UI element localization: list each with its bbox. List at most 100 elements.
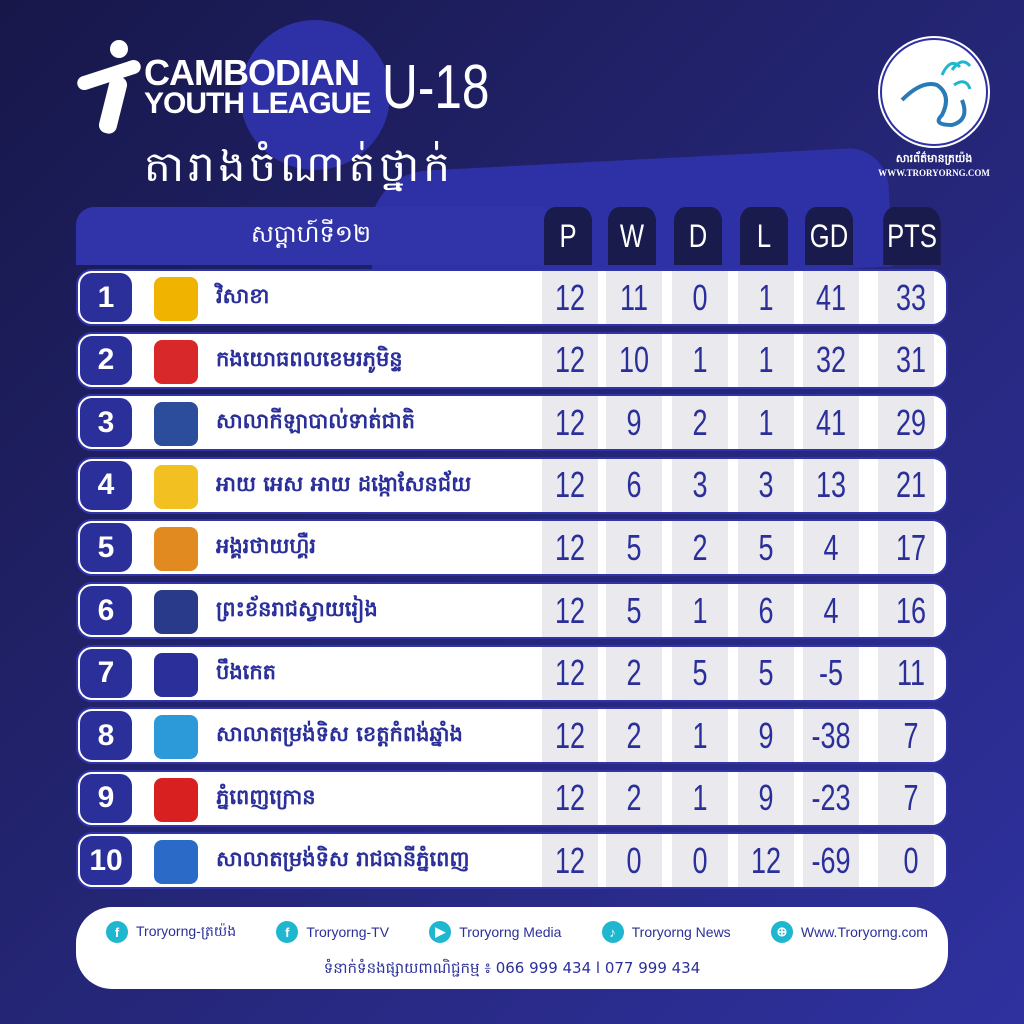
age-group: U-18 [382, 53, 490, 122]
column-band [606, 834, 662, 888]
stat-d: 0 [692, 839, 708, 881]
stat-p: 12 [554, 339, 586, 381]
stat-d: 5 [692, 652, 708, 694]
stat-p: 12 [554, 652, 586, 694]
stat-l: 9 [758, 777, 774, 819]
stat-d: 1 [692, 714, 708, 756]
column-band [738, 271, 794, 324]
rank-badge: 4 [80, 460, 132, 510]
stat-l: 9 [758, 714, 774, 756]
table-row: 6 ព្រះខ័នរាជស្វាយរៀង 12 5 1 6 4 16 [76, 582, 948, 639]
column-band [803, 709, 859, 763]
table-row: 7 បឹងកេត 12 2 5 5 -5 11 [76, 644, 948, 702]
rank-badge: 3 [80, 398, 132, 448]
team-name: ព្រះខ័នរាជស្វាយរៀង [216, 597, 378, 621]
stat-pts: 31 [895, 339, 927, 381]
stat-pts: 0 [903, 839, 919, 881]
team-crest-icon [154, 777, 198, 822]
column-band [878, 396, 934, 450]
team-crest-icon [154, 464, 198, 509]
team-name: អង្គរថាយហ្គឺរ [216, 534, 316, 559]
column-band [672, 333, 728, 387]
stat-p: 12 [554, 777, 586, 819]
youtube-icon: ▶ [429, 921, 452, 943]
column-header-d: D [674, 207, 722, 265]
stat-d: 2 [692, 526, 708, 568]
column-header-l: L [740, 207, 788, 265]
column-band [878, 646, 934, 700]
table-row: 9 ភ្នំពេញក្រោន 12 2 1 9 -23 7 [76, 769, 948, 827]
stat-gd: 13 [815, 464, 847, 506]
column-band [738, 646, 794, 700]
column-band [738, 396, 794, 450]
background-circle [240, 20, 390, 170]
stat-l: 3 [758, 464, 774, 506]
column-band [542, 333, 598, 387]
stat-w: 11 [619, 276, 649, 318]
column-band [738, 834, 794, 888]
stat-d: 1 [692, 777, 708, 819]
stat-l: 1 [758, 401, 774, 443]
stat-p: 12 [554, 401, 586, 443]
column-header-pts: PTS [883, 207, 941, 265]
stat-gd: 41 [815, 276, 847, 318]
team-crest-icon [154, 590, 198, 634]
column-band [606, 646, 662, 700]
column-band [672, 271, 728, 324]
stat-pts: 16 [895, 589, 927, 631]
social-link[interactable]: ♪ Troryorng News [601, 921, 731, 943]
table-row: 8 សាលាតម្រង់ទិស ខេត្តកំពង់ឆ្នាំង 12 2 1 9 -38 7 [76, 707, 948, 765]
stat-l: 12 [750, 839, 782, 881]
column-band [878, 458, 934, 512]
stat-w: 2 [626, 714, 642, 756]
bird-icon [878, 36, 990, 148]
rank-badge: 2 [80, 335, 132, 385]
stat-d: 1 [692, 589, 708, 631]
column-band [606, 521, 662, 575]
social-link[interactable]: f Troryorng-TV [276, 921, 389, 943]
week-label: សប្តាហ៍ទី១២ [76, 207, 546, 265]
column-band [803, 333, 859, 387]
column-band [803, 271, 859, 324]
column-band [542, 458, 598, 512]
stat-gd: -5 [818, 652, 843, 694]
stat-w: 5 [626, 526, 642, 568]
column-band [542, 396, 598, 450]
team-crest-icon [154, 652, 198, 697]
tiktok-icon: ♪ [601, 921, 624, 943]
social-label: Www.Troryorng.com [800, 924, 928, 940]
column-band [878, 333, 934, 387]
column-band [803, 834, 859, 888]
player-figure-icon [74, 40, 144, 136]
column-band [738, 709, 794, 763]
column-band [738, 458, 794, 512]
column-band [738, 333, 794, 387]
table-row: 2 កងយោធពលខេមរភូមិន្ទ 12 10 1 1 32 31 [76, 331, 948, 389]
column-band [672, 584, 728, 637]
stat-gd: 32 [815, 339, 847, 381]
stat-pts: 7 [903, 777, 919, 819]
stat-p: 12 [554, 839, 586, 881]
team-crest-icon [154, 339, 198, 384]
social-label: Troryorng News [631, 924, 731, 940]
stat-l: 5 [758, 652, 774, 694]
social-link[interactable]: ⊕ Www.Troryorng.com [770, 921, 928, 943]
table-row: 10 សាលាតម្រង់ទិស រាជធានីភ្នំពេញ 12 0 0 12 -69 0 [76, 832, 948, 890]
column-header-p: P [544, 207, 592, 265]
stat-gd: 4 [823, 589, 839, 631]
column-band [542, 646, 598, 700]
rank-badge: 7 [80, 648, 132, 698]
stat-l: 5 [758, 526, 774, 568]
column-band [542, 834, 598, 888]
rank-badge: 5 [80, 523, 132, 573]
stat-pts: 29 [895, 401, 927, 443]
table-row: 1 វិសាខា 12 11 0 1 41 33 [76, 269, 948, 326]
column-band [738, 521, 794, 575]
social-link[interactable]: f Troryorng-ត្រយ៉ង [106, 921, 236, 943]
stat-gd: -38 [811, 714, 851, 756]
stat-p: 12 [554, 526, 586, 568]
stat-w: 2 [626, 652, 642, 694]
social-link[interactable]: ▶ Troryorng Media [429, 921, 561, 943]
team-crest-icon [154, 527, 198, 572]
stat-w: 9 [626, 401, 642, 443]
